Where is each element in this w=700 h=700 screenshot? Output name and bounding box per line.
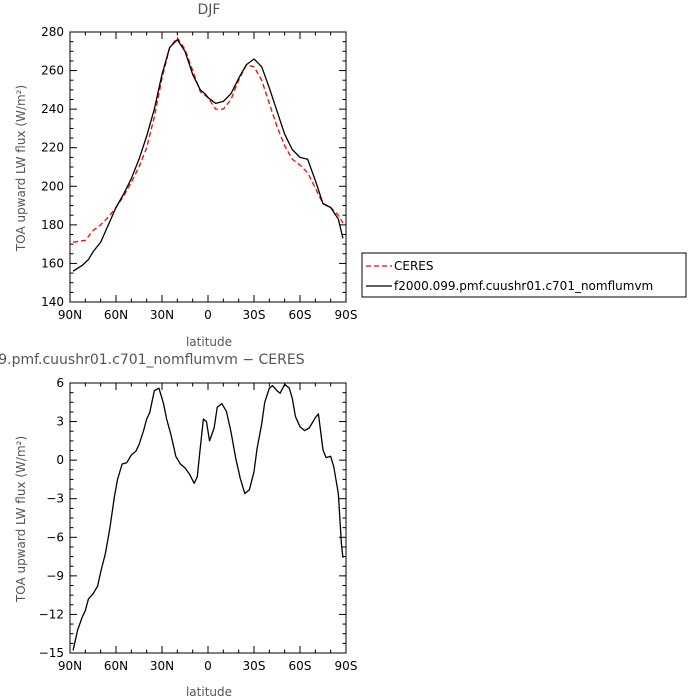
y-tick-label: 180	[41, 218, 64, 232]
x-tick-label: 60S	[289, 659, 312, 673]
bottom-x-axis-label: latitude	[186, 685, 232, 699]
top-panel: DJF TOA upward LW flux (W/m²) latitude 1…	[14, 2, 357, 349]
legend-label-model: f2000.099.pmf.cuushr01.c701_nomflumvm	[394, 279, 653, 293]
top-series-lines	[72, 37, 344, 272]
bottom-chart-title: f2000.099.pmf.cuushr01.c701_nomflumvm − …	[0, 352, 305, 368]
x-tick-label: 30S	[243, 308, 266, 322]
y-tick-label: 200	[41, 179, 64, 193]
y-tick-label: 3	[56, 415, 64, 429]
y-tick-label: −9	[46, 569, 64, 583]
x-tick-label: 60N	[104, 659, 128, 673]
top-chart-title: DJF	[198, 2, 221, 18]
x-tick-label: 60S	[289, 308, 312, 322]
y-tick-label: −12	[39, 607, 64, 621]
x-tick-label: 30S	[243, 659, 266, 673]
y-tick-label: 240	[41, 102, 64, 116]
series-line-1	[72, 39, 344, 272]
x-tick-label: 90N	[58, 659, 82, 673]
x-tick-label: 60N	[104, 308, 128, 322]
bottom-panel: f2000.099.pmf.cuushr01.c701_nomflumvm − …	[0, 352, 357, 699]
series-line-0	[72, 383, 344, 651]
y-tick-label: 260	[41, 64, 64, 78]
y-tick-label: −15	[39, 646, 64, 660]
x-tick-label: 30N	[150, 308, 174, 322]
x-tick-label: 90S	[335, 308, 358, 322]
top-y-axis-label: TOA upward LW flux (W/m²)	[14, 85, 28, 252]
legend: CERES f2000.099.pmf.cuushr01.c701_nomflu…	[361, 252, 687, 298]
y-tick-label: 140	[41, 295, 64, 309]
x-tick-label: 90S	[335, 659, 358, 673]
bottom-series-lines	[72, 383, 344, 651]
x-tick-label: 0	[204, 659, 212, 673]
bottom-axis-ticks: −15 −12 −9 −6 −3 0 3 6 90N 60N 30N 0 30S 60S 90S	[39, 376, 358, 673]
y-tick-label: 280	[41, 25, 64, 39]
top-plot-frame	[69, 31, 347, 303]
bottom-y-axis-label: TOA upward LW flux (W/m²)	[14, 436, 28, 603]
x-tick-label: 30N	[150, 659, 174, 673]
x-tick-label: 0	[204, 308, 212, 322]
y-tick-label: −3	[46, 492, 64, 506]
y-tick-label: 0	[56, 453, 64, 467]
top-x-axis-label: latitude	[186, 335, 232, 349]
bottom-plot-frame	[69, 382, 347, 654]
series-line-0	[72, 37, 344, 243]
legend-box	[361, 252, 687, 298]
top-axis-ticks: 140 160 180 200 220 240 260 280 90N 60N 30N 0 30S 60S…	[41, 25, 357, 322]
y-tick-label: 160	[41, 256, 64, 270]
y-tick-label: −6	[46, 530, 64, 544]
x-tick-label: 90N	[58, 308, 82, 322]
y-tick-label: 220	[41, 141, 64, 155]
legend-label-ceres: CERES	[394, 259, 434, 273]
y-tick-label: 6	[56, 376, 64, 390]
